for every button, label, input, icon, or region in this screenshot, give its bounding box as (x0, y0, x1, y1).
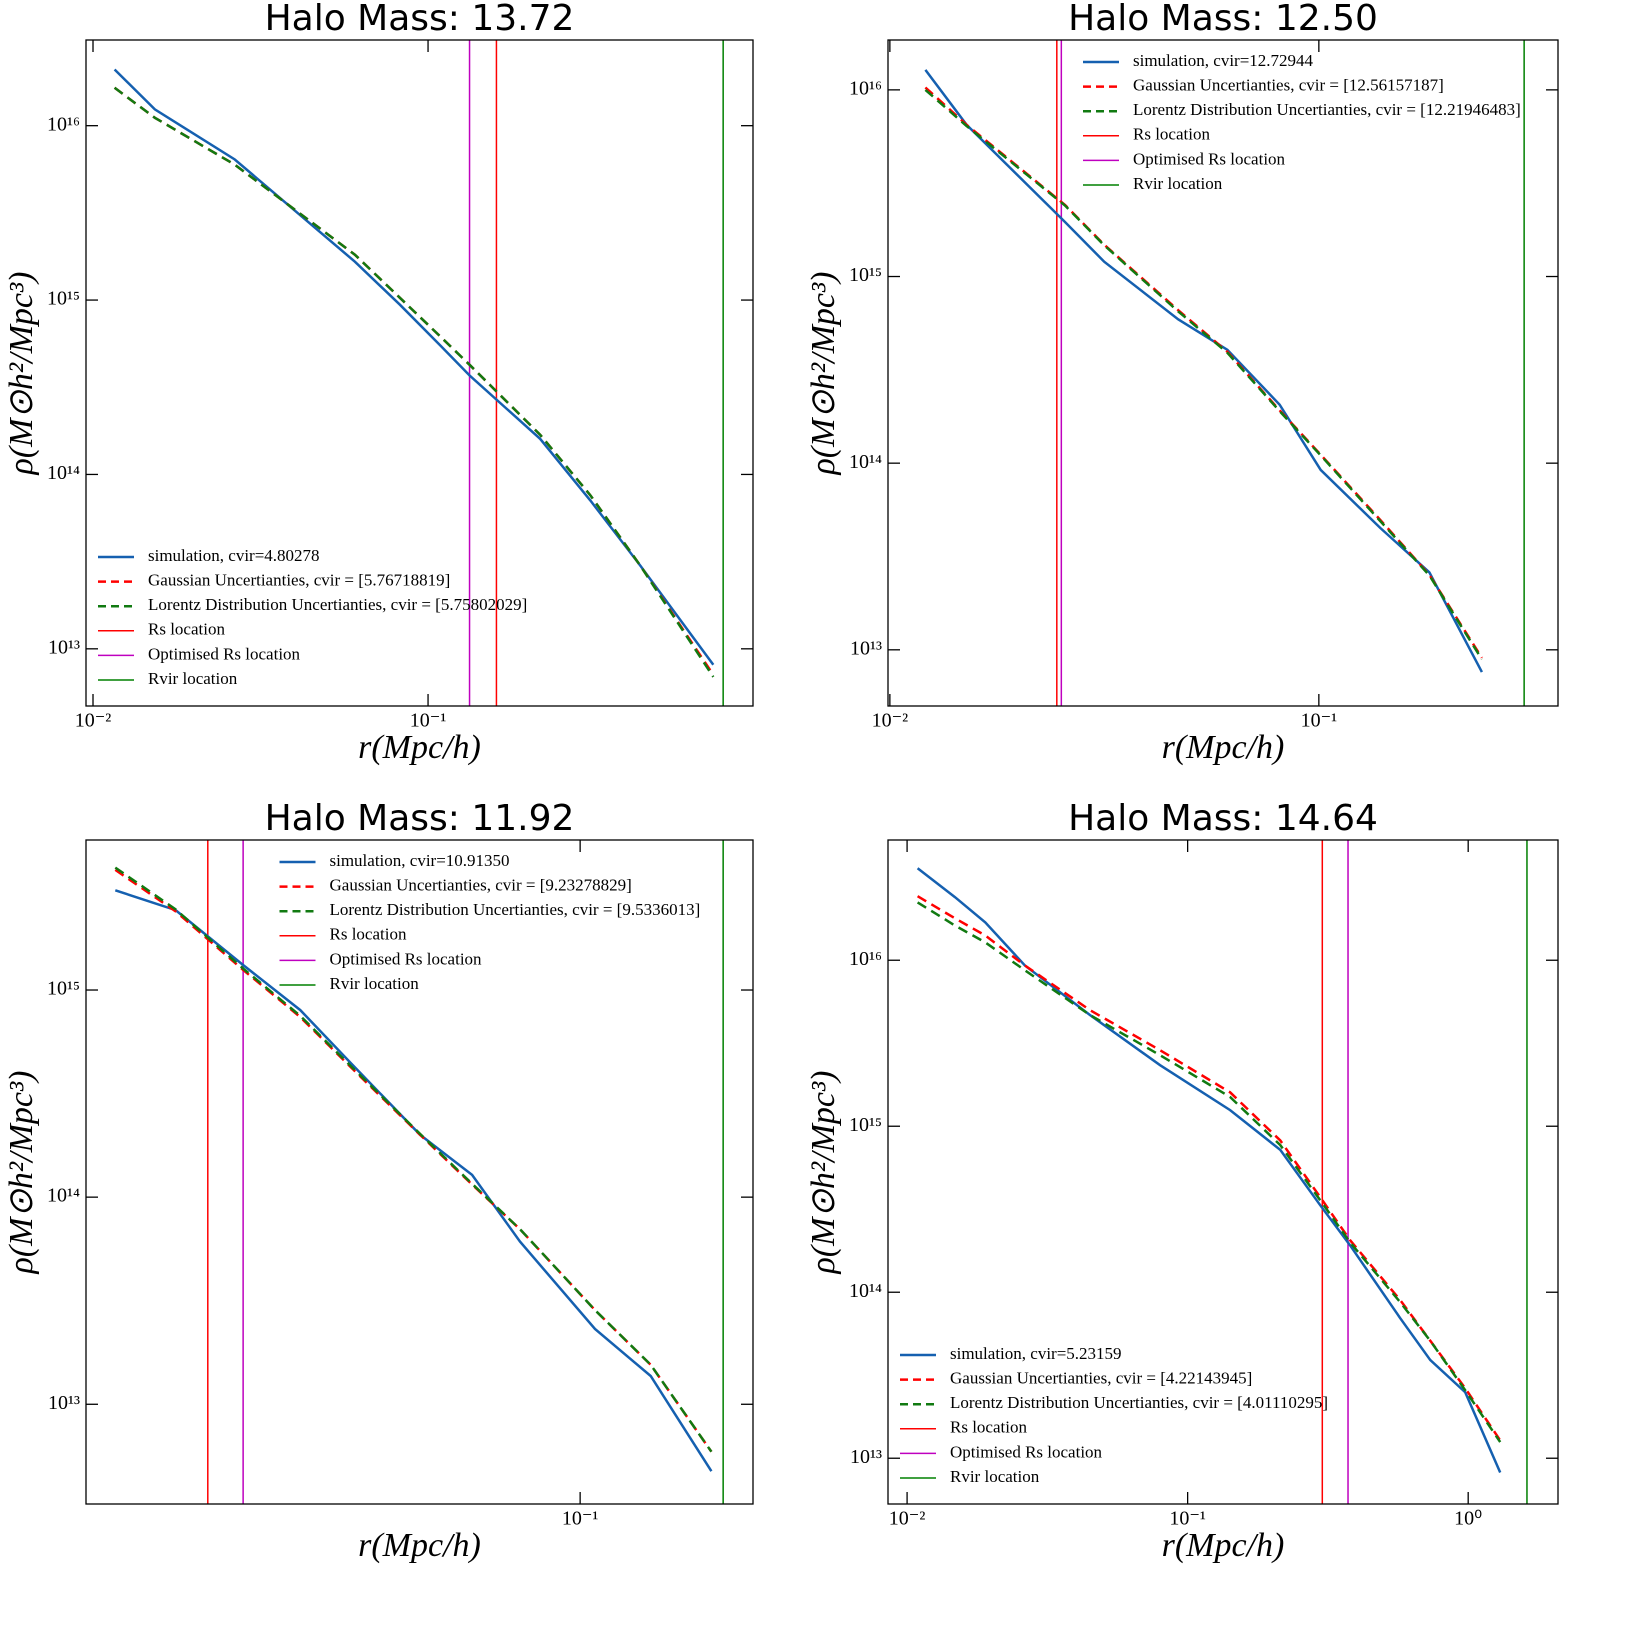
panel: 10⁻² 10⁻¹ 10⁰ 10¹³ 10¹⁴ 10¹⁵ 10¹⁶ Halo Mass: 14… (805, 798, 1559, 1564)
legend-label: Gaussian Uncertianties, cvir = [5.767188… (148, 571, 450, 590)
legend-label: simulation, cvir=5.23159 (950, 1344, 1122, 1363)
y-tick-label: 10¹⁴ (849, 1280, 882, 1302)
legend-label: Rs location (950, 1418, 1027, 1437)
y-tick-label: 10¹⁵ (47, 288, 80, 310)
legend-label: Optimised Rs location (950, 1442, 1103, 1461)
x-axis-label: r(Mpc/h) (358, 729, 481, 766)
legend-label: Lorentz Distribution Uncertianties, cvir… (1133, 100, 1521, 119)
plot-area (113, 40, 724, 706)
x-tick-label: 10⁻² (889, 1508, 926, 1530)
chart-title: Halo Mass: 11.92 (265, 798, 575, 839)
legend-label: Rvir location (148, 669, 238, 688)
legend-label: Rs location (1133, 125, 1210, 144)
legend-label: Lorentz Distribution Uncertianties, cvir… (950, 1393, 1328, 1412)
legend-label: simulation, cvir=10.91350 (330, 851, 510, 870)
plot-area (924, 40, 1525, 706)
axes-frame (887, 39, 1559, 707)
legend: simulation, cvir=4.80278 Gaussian Uncerti… (98, 546, 527, 688)
series-line (916, 867, 1502, 1473)
series-line (114, 866, 713, 1453)
y-axis-label: ρ(M⊙h²/Mpc³) (3, 271, 40, 475)
plot-area (916, 840, 1528, 1504)
y-axis-label: ρ(M⊙h²/Mpc³) (805, 1070, 842, 1274)
y-tick-label: 10¹⁴ (849, 451, 882, 473)
y-tick-label: 10¹³ (850, 1446, 882, 1468)
x-axis-label: r(Mpc/h) (358, 1527, 481, 1564)
legend-label: Optimised Rs location (1133, 149, 1286, 168)
legend: simulation, cvir=12.72944 Gaussian Uncert… (1083, 51, 1521, 193)
x-axis-label: r(Mpc/h) (1162, 729, 1285, 766)
legend-label: simulation, cvir=12.72944 (1133, 51, 1314, 70)
series-line (113, 86, 715, 678)
legend-label: Rvir location (330, 974, 420, 993)
legend-label: Optimised Rs location (148, 644, 301, 663)
chart-title: Halo Mass: 12.50 (1068, 0, 1378, 39)
legend: simulation, cvir=5.23159 Gaussian Uncerti… (900, 1344, 1328, 1486)
y-tick-label: 10¹³ (48, 636, 80, 658)
chart-title: Halo Mass: 14.64 (1068, 798, 1378, 839)
y-tick-label: 10¹⁶ (47, 113, 80, 135)
panel: 10⁻² 10⁻¹ 10¹³ 10¹⁴ 10¹⁵ 10¹⁶ Halo Mass: 12.50… (805, 0, 1559, 766)
y-tick-label: 10¹⁶ (849, 948, 882, 970)
panel: 10⁻¹ 10¹³ 10¹⁴ 10¹⁵ Halo Mass: 11.92 r(Mpc/h)… (3, 798, 754, 1564)
axes-frame (85, 839, 754, 1505)
legend-label: Lorentz Distribution Uncertianties, cvir… (330, 900, 701, 919)
y-axis-label: ρ(M⊙h²/Mpc³) (805, 271, 842, 475)
series-line (924, 88, 1483, 660)
legend-label: Lorentz Distribution Uncertianties, cvir… (148, 595, 527, 614)
y-tick-label: 10¹⁵ (47, 978, 80, 1000)
y-tick-label: 10¹⁵ (849, 264, 882, 286)
axes-frame (887, 839, 1559, 1505)
y-tick-label: 10¹⁴ (47, 1185, 80, 1207)
legend-label: Optimised Rs location (330, 949, 483, 968)
legend-label: Rvir location (1133, 174, 1223, 193)
axes-frame (85, 39, 754, 707)
series-line (113, 68, 715, 666)
x-tick-label: 10⁰ (1454, 1508, 1482, 1530)
legend-label: simulation, cvir=4.80278 (148, 546, 320, 565)
y-tick-label: 10¹⁴ (47, 462, 80, 484)
legend-label: Gaussian Uncertianties, cvir = [12.56157… (1133, 76, 1444, 95)
x-tick-label: 10⁻¹ (562, 1508, 599, 1530)
legend-label: Rvir location (950, 1467, 1040, 1486)
legend-label: Rs location (148, 620, 225, 639)
y-tick-label: 10¹⁶ (849, 77, 882, 99)
x-tick-label: 10⁻¹ (410, 710, 447, 732)
y-tick-label: 10¹⁵ (849, 1114, 882, 1136)
series-line (924, 69, 1484, 673)
y-axis-label: ρ(M⊙h²/Mpc³) (3, 1070, 40, 1274)
plot-area (114, 840, 724, 1504)
y-tick-label: 10¹³ (850, 637, 882, 659)
x-tick-label: 10⁻¹ (1169, 1508, 1206, 1530)
legend-label: Gaussian Uncertianties, cvir = [9.232788… (330, 876, 632, 895)
panel: 10⁻² 10⁻¹ 10¹³ 10¹⁴ 10¹⁵ 10¹⁶ Halo Mass: 13.72… (3, 0, 754, 766)
chart-title: Halo Mass: 13.72 (265, 0, 575, 39)
x-tick-label: 10⁻² (872, 710, 909, 732)
x-tick-label: 10⁻¹ (1301, 710, 1338, 732)
series-line (916, 901, 1502, 1443)
legend: simulation, cvir=10.91350 Gaussian Uncert… (279, 851, 701, 993)
x-axis-label: r(Mpc/h) (1162, 1527, 1285, 1564)
legend-label: Gaussian Uncertianties, cvir = [4.221439… (950, 1369, 1252, 1388)
legend-label: Rs location (330, 925, 407, 944)
y-tick-label: 10¹³ (48, 1392, 80, 1414)
x-tick-label: 10⁻² (75, 710, 112, 732)
